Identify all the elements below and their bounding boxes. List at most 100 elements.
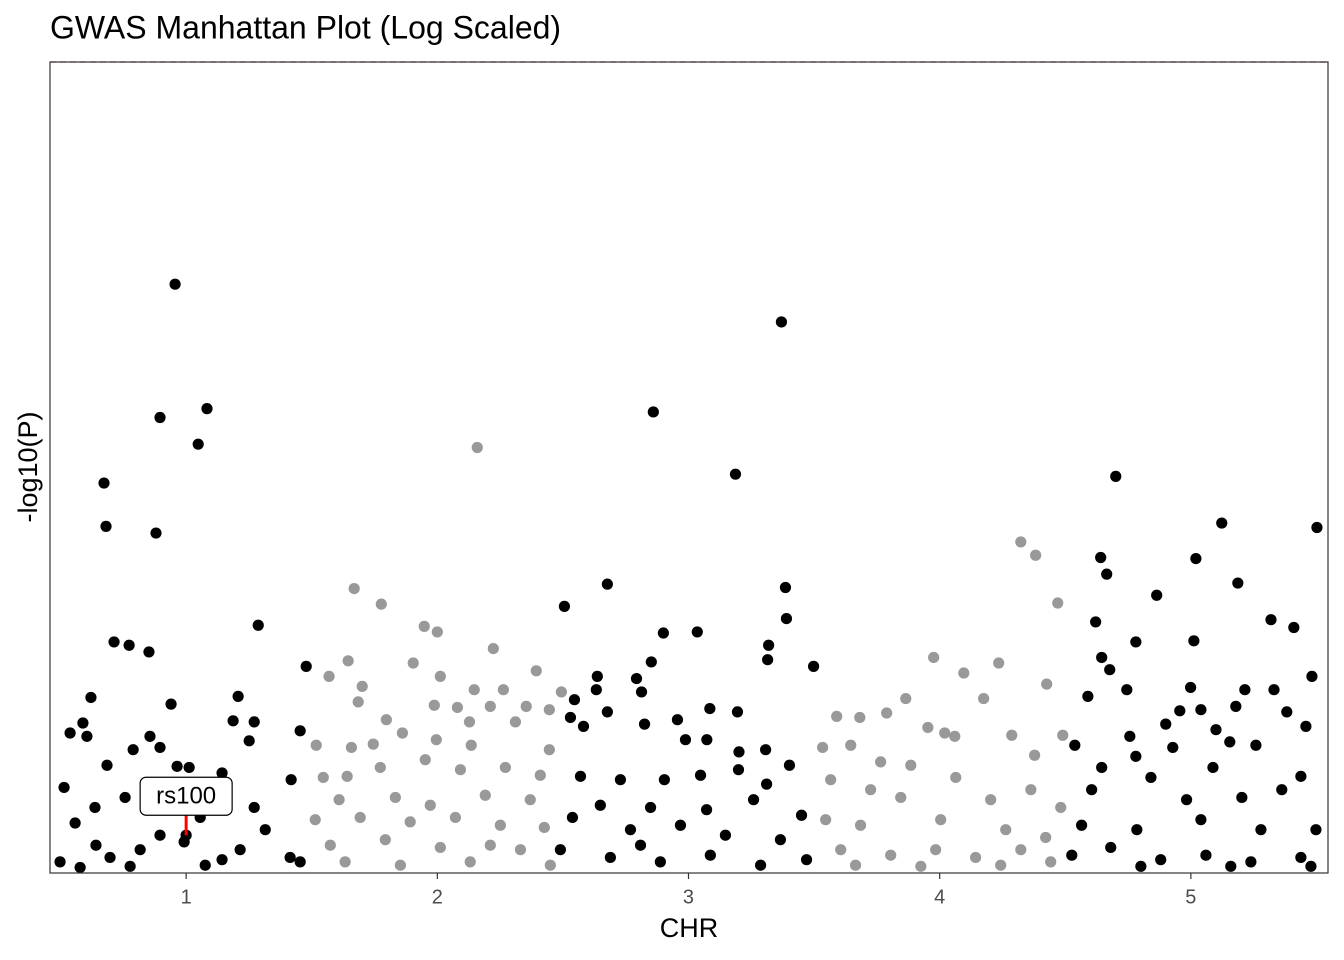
point <box>761 778 773 790</box>
point <box>424 799 436 811</box>
point <box>134 844 146 856</box>
x-axis-label: CHR <box>660 913 719 943</box>
point <box>865 784 877 796</box>
point <box>1195 704 1207 716</box>
point <box>468 684 480 696</box>
point <box>339 856 351 868</box>
point <box>950 771 962 784</box>
point <box>144 730 156 742</box>
point <box>1160 718 1172 730</box>
point <box>554 844 566 856</box>
point <box>1311 521 1323 534</box>
point <box>645 656 657 668</box>
point <box>1180 794 1193 806</box>
point <box>881 707 893 719</box>
point <box>463 716 476 728</box>
point <box>732 764 745 776</box>
point <box>949 730 961 742</box>
point <box>679 734 692 746</box>
point <box>90 839 102 851</box>
point <box>1124 730 1136 742</box>
point <box>774 834 787 846</box>
point <box>1041 678 1053 690</box>
point <box>1052 597 1064 609</box>
point <box>341 770 353 782</box>
point <box>64 727 76 739</box>
point <box>484 700 496 712</box>
point <box>1105 841 1117 854</box>
point <box>985 794 997 806</box>
point <box>601 706 613 718</box>
point <box>634 839 647 851</box>
point <box>333 794 345 806</box>
point <box>1066 849 1078 861</box>
point <box>854 819 867 831</box>
point <box>1295 770 1307 782</box>
point <box>1224 736 1236 748</box>
point <box>654 856 666 868</box>
point <box>817 741 829 754</box>
point <box>591 670 603 682</box>
point <box>323 670 335 682</box>
point <box>1082 690 1094 702</box>
point <box>630 672 643 685</box>
point <box>192 438 204 450</box>
point <box>1075 819 1088 831</box>
point <box>1096 651 1108 664</box>
point <box>430 734 442 746</box>
point <box>1188 635 1200 647</box>
point <box>1255 824 1267 836</box>
point <box>555 686 568 698</box>
point <box>1095 551 1107 564</box>
point <box>1090 616 1102 628</box>
point <box>704 849 716 861</box>
point <box>800 854 813 866</box>
point <box>294 725 306 737</box>
point <box>396 727 409 739</box>
plot-border <box>49 61 1329 874</box>
point <box>1225 860 1237 872</box>
point <box>451 701 464 714</box>
point <box>1195 814 1207 826</box>
point <box>568 694 581 706</box>
x-tick-label: 5 <box>1185 886 1196 908</box>
point <box>564 711 577 724</box>
point <box>419 754 431 766</box>
point <box>719 829 732 841</box>
point <box>1230 700 1242 712</box>
point <box>638 718 651 730</box>
point <box>232 690 244 702</box>
point <box>171 760 183 772</box>
point <box>993 657 1005 669</box>
point <box>1000 824 1012 836</box>
x-tick-label: 1 <box>181 886 192 908</box>
point <box>1207 761 1219 774</box>
chart-title: GWAS Manhattan Plot (Log Scaled) <box>50 9 561 45</box>
point <box>647 406 659 418</box>
point <box>825 774 837 786</box>
point <box>978 692 990 705</box>
point <box>958 667 970 679</box>
point <box>154 411 166 424</box>
point <box>831 710 843 722</box>
point <box>309 814 321 826</box>
point <box>352 696 364 708</box>
point <box>691 626 703 638</box>
x-tick-label: 4 <box>934 886 945 908</box>
point <box>464 856 476 868</box>
point <box>1069 739 1081 751</box>
point <box>1015 844 1027 856</box>
point <box>434 841 446 854</box>
point <box>234 844 246 856</box>
point <box>1200 849 1212 861</box>
point <box>243 735 255 747</box>
point <box>108 636 120 648</box>
point <box>434 670 446 682</box>
point <box>284 851 296 864</box>
point <box>484 839 496 851</box>
point <box>900 692 912 705</box>
point <box>375 598 387 610</box>
point <box>524 794 536 806</box>
point <box>259 824 271 836</box>
